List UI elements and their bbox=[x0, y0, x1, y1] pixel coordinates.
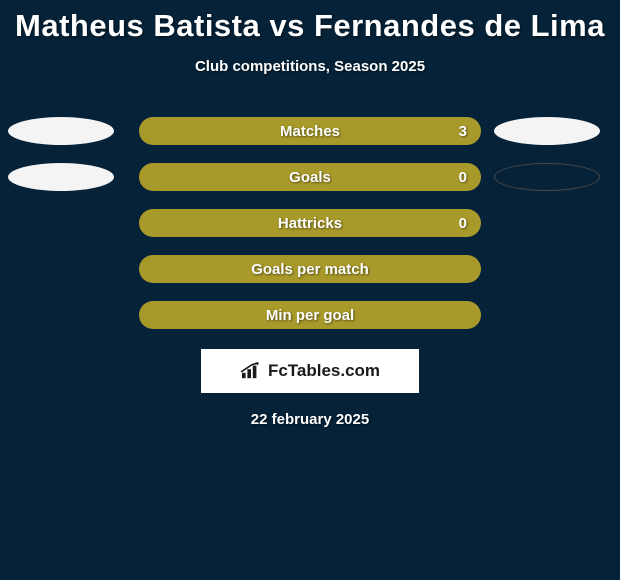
right-ellipse bbox=[494, 163, 600, 191]
stat-row-goals-per-match: Goals per match bbox=[0, 255, 620, 283]
stat-label: Matches bbox=[280, 123, 340, 140]
left-ellipse bbox=[8, 117, 114, 145]
stat-bar: Hattricks 0 bbox=[139, 209, 481, 237]
stat-label: Min per goal bbox=[266, 307, 354, 324]
branding-text: FcTables.com bbox=[268, 361, 380, 381]
stat-row-min-per-goal: Min per goal bbox=[0, 301, 620, 329]
stat-bar: Min per goal bbox=[139, 301, 481, 329]
stat-value: 0 bbox=[459, 169, 467, 186]
stat-bar: Matches 3 bbox=[139, 117, 481, 145]
branding-box: FcTables.com bbox=[201, 349, 419, 393]
stat-label: Hattricks bbox=[278, 215, 342, 232]
stat-bar: Goals 0 bbox=[139, 163, 481, 191]
stat-bar: Goals per match bbox=[139, 255, 481, 283]
stat-rows: Matches 3 Goals 0 Hattricks 0 Goals per … bbox=[0, 117, 620, 329]
page-subtitle: Club competitions, Season 2025 bbox=[0, 58, 620, 75]
stat-value: 3 bbox=[459, 123, 467, 140]
stat-row-goals: Goals 0 bbox=[0, 163, 620, 191]
right-ellipse bbox=[494, 117, 600, 145]
footer-date: 22 february 2025 bbox=[0, 411, 620, 428]
stat-label: Goals per match bbox=[251, 261, 369, 278]
left-ellipse bbox=[8, 163, 114, 191]
bar-chart-icon bbox=[240, 362, 262, 380]
stat-value: 0 bbox=[459, 215, 467, 232]
stat-row-matches: Matches 3 bbox=[0, 117, 620, 145]
stat-row-hattricks: Hattricks 0 bbox=[0, 209, 620, 237]
stat-label: Goals bbox=[289, 169, 331, 186]
page-title: Matheus Batista vs Fernandes de Lima bbox=[0, 8, 620, 44]
comparison-card: Matheus Batista vs Fernandes de Lima Clu… bbox=[0, 0, 620, 428]
